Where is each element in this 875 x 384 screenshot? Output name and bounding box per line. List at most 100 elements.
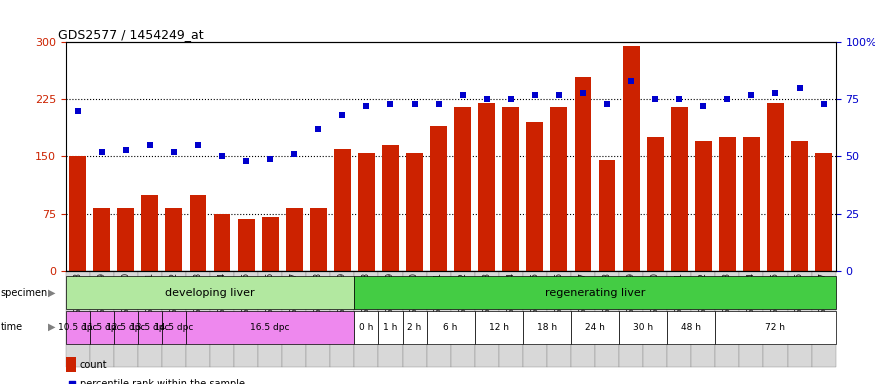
Bar	[286, 207, 303, 271]
Text: 18 h: 18 h	[537, 323, 557, 332]
Bar	[358, 153, 374, 271]
Point	[552, 92, 566, 98]
Bar	[475, 271, 499, 367]
Bar	[138, 271, 162, 367]
Bar	[430, 126, 447, 271]
Point	[648, 96, 662, 103]
Bar	[812, 271, 836, 367]
Bar	[743, 137, 760, 271]
Bar	[310, 207, 326, 271]
Bar	[283, 271, 306, 367]
Text: developing liver: developing liver	[165, 288, 255, 298]
Point	[167, 149, 181, 155]
Bar	[671, 107, 688, 271]
Bar	[523, 271, 547, 367]
Bar	[190, 195, 206, 271]
Bar	[165, 207, 182, 271]
Bar	[668, 311, 716, 344]
Bar	[306, 271, 331, 367]
Bar	[620, 311, 668, 344]
Bar	[214, 214, 230, 271]
Bar	[427, 311, 475, 344]
Bar	[767, 103, 784, 271]
Text: 72 h: 72 h	[766, 323, 786, 332]
Bar	[716, 271, 739, 367]
Text: 24 h: 24 h	[585, 323, 605, 332]
Text: 12.5 dpc: 12.5 dpc	[106, 323, 145, 332]
Bar	[186, 271, 210, 367]
Bar	[695, 141, 711, 271]
Point	[215, 153, 229, 160]
Bar	[427, 271, 451, 367]
Point	[696, 103, 710, 109]
Bar	[90, 271, 114, 367]
Text: 48 h: 48 h	[682, 323, 701, 332]
Bar	[643, 271, 668, 367]
Point	[408, 101, 422, 107]
Bar	[238, 219, 255, 271]
Text: 12 h: 12 h	[489, 323, 508, 332]
Bar	[454, 107, 471, 271]
Point	[768, 89, 782, 96]
Point	[816, 101, 830, 107]
Point	[312, 126, 326, 132]
Text: 1 h: 1 h	[383, 323, 397, 332]
Point	[263, 156, 277, 162]
Bar	[379, 311, 402, 344]
Text: count: count	[80, 360, 108, 370]
Bar	[716, 311, 836, 344]
Text: 30 h: 30 h	[634, 323, 653, 332]
Bar	[502, 107, 519, 271]
Point	[720, 96, 734, 103]
Bar	[162, 311, 186, 344]
Point	[745, 92, 759, 98]
Bar	[451, 271, 475, 367]
Bar	[571, 271, 595, 367]
Bar	[668, 271, 691, 367]
Point	[504, 96, 518, 103]
Text: specimen: specimen	[1, 288, 48, 298]
Bar	[475, 311, 523, 344]
Point	[335, 112, 349, 118]
Bar	[406, 153, 423, 271]
Bar	[354, 276, 836, 309]
Point	[71, 108, 85, 114]
Text: 14.5 dpc: 14.5 dpc	[154, 323, 193, 332]
Text: 16.5 dpc: 16.5 dpc	[250, 323, 290, 332]
Bar	[527, 122, 543, 271]
Bar	[354, 311, 379, 344]
Bar	[66, 271, 90, 367]
Point	[456, 92, 470, 98]
Text: 11.5 dpc: 11.5 dpc	[82, 323, 122, 332]
Bar	[547, 271, 571, 367]
Point	[431, 101, 445, 107]
Bar	[499, 271, 523, 367]
Bar	[117, 207, 134, 271]
Point	[239, 158, 253, 164]
Text: 6 h: 6 h	[444, 323, 458, 332]
Bar	[791, 141, 808, 271]
Bar	[354, 271, 379, 367]
Text: 2 h: 2 h	[408, 323, 422, 332]
Bar	[114, 271, 138, 367]
Point	[576, 89, 590, 96]
Text: 10.5 dpc: 10.5 dpc	[58, 323, 97, 332]
Bar	[575, 76, 592, 271]
Point	[119, 147, 133, 153]
Point	[624, 78, 638, 84]
Text: time: time	[1, 322, 23, 332]
Point	[480, 96, 494, 103]
Bar	[138, 311, 162, 344]
Bar	[620, 271, 643, 367]
Bar	[647, 137, 663, 271]
Text: ▶: ▶	[47, 322, 55, 332]
Text: percentile rank within the sample: percentile rank within the sample	[80, 379, 245, 384]
Text: 0 h: 0 h	[360, 323, 374, 332]
Bar	[382, 145, 399, 271]
Bar	[66, 311, 90, 344]
Point	[528, 92, 542, 98]
Point	[600, 101, 614, 107]
Bar	[739, 271, 764, 367]
Bar	[90, 311, 114, 344]
Bar	[331, 271, 354, 367]
